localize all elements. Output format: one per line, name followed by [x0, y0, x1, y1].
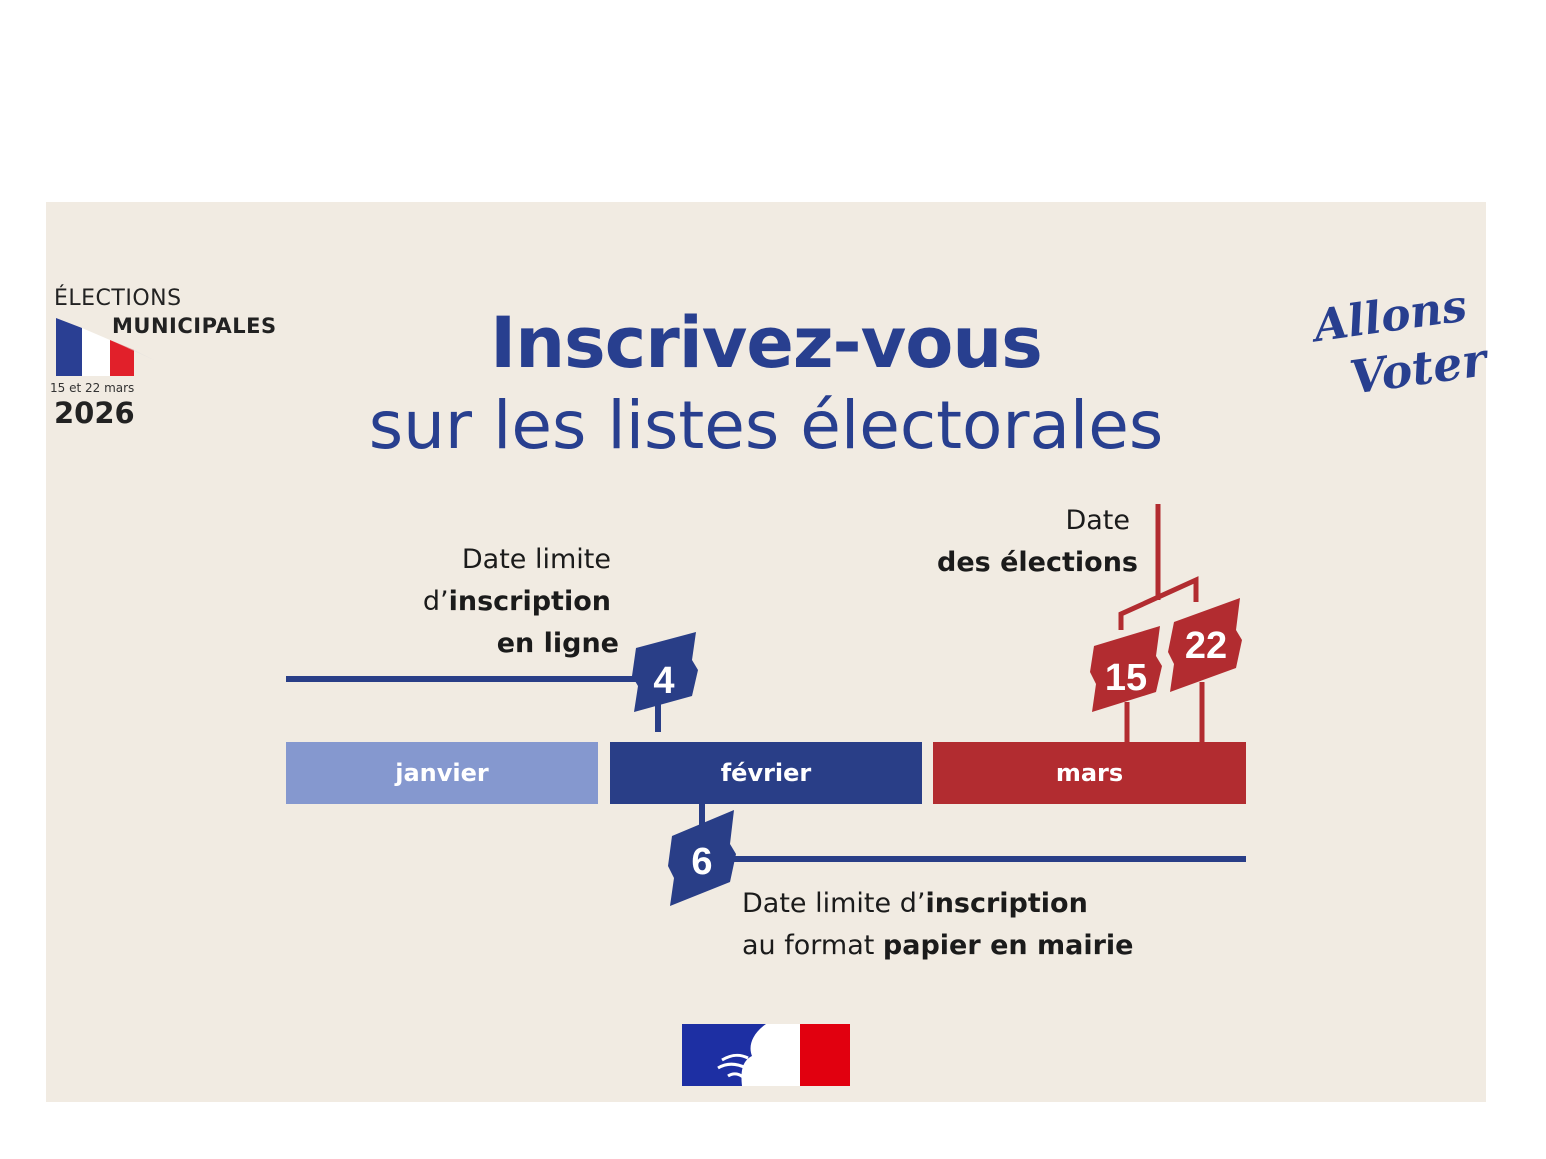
- logo-dates-text: 15 et 22 mars: [50, 381, 135, 395]
- online-deadline-line3: en ligne: [496, 628, 619, 659]
- timeline-connectors: [286, 504, 1246, 862]
- election-dates-label: Date des élections: [937, 500, 1138, 584]
- round1-tag: 15: [1090, 626, 1162, 712]
- paper-deadline-tag: 6: [668, 810, 736, 906]
- election-dates-line1: Date: [1065, 505, 1130, 536]
- paper-deadline-label: Date limite d’inscription au format papi…: [742, 883, 1134, 967]
- round1-day: 15: [1105, 657, 1147, 699]
- page-subtitle: sur les listes électorales: [368, 387, 1164, 464]
- republique-francaise-logo: [682, 1024, 850, 1086]
- online-deadline-line1: Date limite: [461, 544, 611, 575]
- online-deadline-line2: d’inscription: [422, 586, 611, 617]
- round2-tag: 22: [1168, 598, 1242, 692]
- paper-deadline-line2: au format papier en mairie: [742, 930, 1134, 961]
- page-title: Inscrivez-vous: [490, 302, 1043, 384]
- online-deadline-label: Date limite d’inscription en ligne: [422, 539, 619, 665]
- month-march: mars: [933, 742, 1246, 804]
- paper-deadline-line1: Date limite d’inscription: [742, 888, 1088, 919]
- french-flag-icon: [56, 318, 154, 376]
- paper-deadline-day: 6: [691, 841, 712, 883]
- logo-year-text: 2026: [54, 396, 135, 430]
- online-deadline-day: 4: [653, 660, 674, 702]
- election-branch: [1118, 576, 1199, 630]
- poster: ÉLECTIONS MUNICIPALES 15 et 22 mars 2026…: [46, 202, 1488, 1102]
- month-february: février: [610, 742, 922, 804]
- allons-voter-logo: Allons Voter!: [1308, 282, 1488, 405]
- logo-elections-text: ÉLECTIONS: [54, 286, 182, 311]
- election-dates-line2: des élections: [937, 547, 1138, 578]
- online-deadline-tag: 4: [632, 632, 698, 712]
- month-january: janvier: [286, 742, 598, 804]
- logo-municipales-text: MUNICIPALES: [112, 314, 277, 338]
- round2-day: 22: [1185, 625, 1227, 667]
